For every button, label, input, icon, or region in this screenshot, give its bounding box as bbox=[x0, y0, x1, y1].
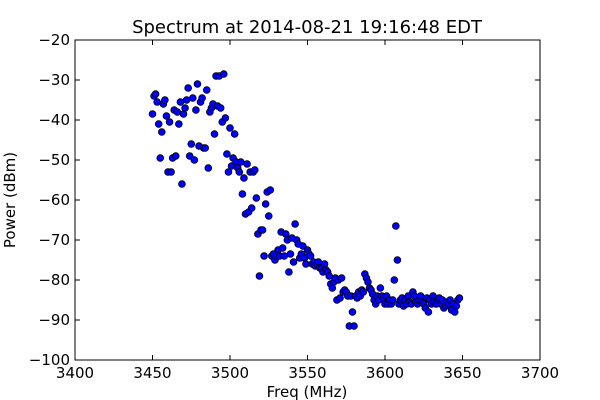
data-point bbox=[302, 260, 310, 268]
data-point bbox=[201, 144, 210, 152]
y-tick-label: −20 bbox=[38, 31, 70, 49]
data-point bbox=[230, 130, 239, 138]
data-point bbox=[237, 158, 245, 166]
data-point bbox=[278, 244, 287, 252]
data-point bbox=[455, 294, 464, 302]
data-point bbox=[154, 120, 163, 128]
data-point bbox=[289, 258, 298, 266]
y-tick-label: −60 bbox=[38, 191, 70, 209]
data-point bbox=[165, 118, 174, 126]
data-points bbox=[148, 70, 464, 330]
data-point bbox=[252, 194, 261, 202]
data-point bbox=[181, 104, 189, 112]
data-point bbox=[390, 276, 399, 284]
data-point bbox=[210, 130, 219, 138]
data-point bbox=[243, 160, 251, 168]
x-tick-label: 3600 bbox=[366, 364, 404, 382]
data-point bbox=[189, 94, 197, 102]
data-point bbox=[393, 256, 402, 264]
data-point bbox=[325, 272, 334, 280]
data-point bbox=[173, 108, 182, 116]
data-point bbox=[285, 268, 293, 276]
data-point bbox=[286, 250, 295, 258]
data-point bbox=[192, 106, 200, 114]
y-tick-label: −70 bbox=[38, 231, 70, 249]
data-point bbox=[187, 140, 196, 148]
data-point bbox=[226, 124, 234, 132]
data-point bbox=[336, 294, 344, 302]
data-point bbox=[171, 152, 180, 160]
data-point bbox=[224, 168, 233, 176]
data-point bbox=[221, 114, 230, 122]
x-axis-label: Freq (MHz) bbox=[267, 383, 348, 400]
data-point bbox=[255, 272, 264, 280]
x-tick-label: 3650 bbox=[443, 364, 481, 382]
chart-title: Spectrum at 2014-08-21 19:16:48 EDT bbox=[132, 17, 483, 38]
data-point bbox=[204, 164, 213, 172]
data-point bbox=[158, 128, 166, 136]
data-point bbox=[251, 166, 259, 174]
data-point bbox=[235, 168, 244, 176]
data-point bbox=[280, 252, 289, 260]
data-point bbox=[376, 284, 385, 292]
y-tick-label: −90 bbox=[38, 311, 70, 329]
x-tick-label: 3700 bbox=[521, 364, 559, 382]
data-point bbox=[306, 252, 315, 260]
x-axis-ticks: 3400 3450 3500 3550 3600 3650 3700 bbox=[56, 40, 559, 382]
y-axis-label: Power (dBm) bbox=[1, 152, 19, 248]
data-point bbox=[424, 308, 433, 316]
data-point bbox=[291, 220, 299, 228]
data-point bbox=[216, 104, 225, 112]
x-tick-label: 3400 bbox=[56, 364, 94, 382]
data-point bbox=[202, 86, 211, 94]
data-point bbox=[261, 200, 270, 208]
data-point bbox=[175, 120, 183, 128]
data-point bbox=[348, 308, 357, 316]
x-tick-label: 3550 bbox=[288, 364, 326, 382]
data-point bbox=[167, 168, 175, 176]
data-point bbox=[151, 90, 160, 98]
x-tick-label: 3500 bbox=[211, 364, 249, 382]
data-point bbox=[148, 110, 157, 118]
data-point bbox=[266, 186, 275, 194]
y-axis-ticks: −100 −90 −80 −70 −60 −50 −40 −30 −20 bbox=[29, 31, 540, 369]
data-point bbox=[260, 252, 268, 260]
data-point bbox=[190, 156, 199, 164]
data-point bbox=[392, 222, 400, 230]
data-point bbox=[264, 212, 273, 220]
data-point bbox=[350, 322, 358, 330]
data-point bbox=[337, 274, 346, 282]
data-point bbox=[161, 96, 169, 104]
data-point bbox=[198, 94, 206, 102]
plot-area-frame bbox=[74, 39, 541, 361]
data-point bbox=[178, 180, 186, 188]
data-point bbox=[247, 204, 256, 212]
data-point bbox=[182, 96, 191, 104]
x-tick-label: 3450 bbox=[133, 364, 171, 382]
data-point bbox=[156, 154, 165, 162]
y-tick-label: −100 bbox=[29, 351, 70, 369]
y-tick-label: −30 bbox=[38, 71, 70, 89]
y-tick-label: −80 bbox=[38, 271, 70, 289]
y-tick-label: −40 bbox=[38, 111, 70, 129]
data-point bbox=[388, 296, 397, 304]
data-point bbox=[258, 226, 267, 234]
y-tick-label: −50 bbox=[38, 151, 70, 169]
data-point bbox=[193, 80, 202, 88]
data-point bbox=[176, 98, 185, 106]
data-point bbox=[153, 98, 161, 106]
data-point bbox=[220, 70, 228, 78]
data-point bbox=[359, 288, 368, 296]
data-point bbox=[184, 84, 192, 92]
data-point bbox=[162, 112, 171, 120]
data-point bbox=[238, 190, 247, 198]
data-point bbox=[223, 150, 231, 158]
data-point bbox=[240, 174, 248, 182]
